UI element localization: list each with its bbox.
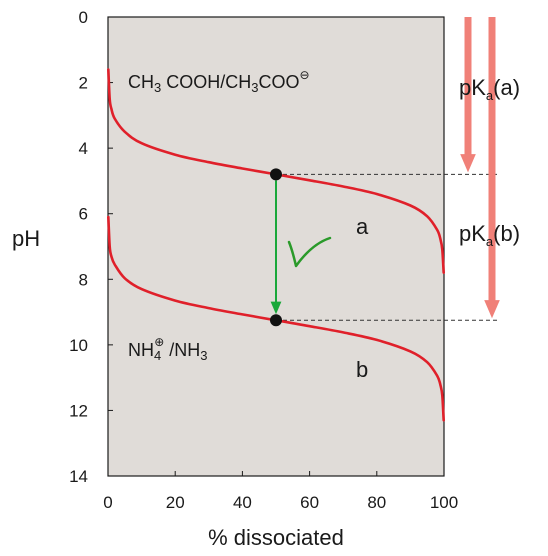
pka-guide-lines xyxy=(276,173,500,321)
x-tick-label: 20 xyxy=(166,493,185,512)
pka-arrows xyxy=(270,17,500,319)
y-tick-label: 6 xyxy=(79,205,88,224)
y-axis-title: pH xyxy=(12,226,40,251)
pka-shift-arrow-head xyxy=(270,301,282,315)
x-tick-label: 60 xyxy=(300,493,319,512)
x-tick-label: 0 xyxy=(103,493,112,512)
pka-a-arrow-head xyxy=(460,154,476,173)
formula-label-b: NH4⊕ /NH3 xyxy=(128,335,208,363)
y-tick-label: 14 xyxy=(69,467,88,486)
x-tick-label: 100 xyxy=(430,493,458,512)
x-tick-label: 40 xyxy=(233,493,252,512)
y-tick-label: 2 xyxy=(79,74,88,93)
pka-label-b: pKa(b) xyxy=(459,221,520,249)
y-tick-label: 12 xyxy=(69,401,88,420)
x-axis-title: % dissociated xyxy=(208,525,344,550)
curve-label-b: b xyxy=(356,357,368,382)
y-tick-label: 0 xyxy=(79,8,88,27)
pka-label-a: pKa(a) xyxy=(459,75,520,103)
y-axis-ticks: 0 2 4 6 8 10 12 14 xyxy=(69,8,113,486)
y-tick-label: 4 xyxy=(79,139,88,158)
checkmark-icon xyxy=(287,236,332,268)
curve-label-a: a xyxy=(356,214,369,239)
y-tick-label: 8 xyxy=(79,270,88,289)
pka-points xyxy=(270,168,282,327)
formula-label-a: CH3 COOH/CH3COO⊖ xyxy=(128,68,310,95)
pka-b-arrow-head xyxy=(484,300,500,319)
pka-point xyxy=(270,168,282,181)
x-axis-ticks: 0 20 40 60 80 100 xyxy=(103,471,458,512)
x-tick-label: 80 xyxy=(367,493,386,512)
pka-point xyxy=(270,314,282,327)
y-tick-label: 10 xyxy=(69,336,88,355)
